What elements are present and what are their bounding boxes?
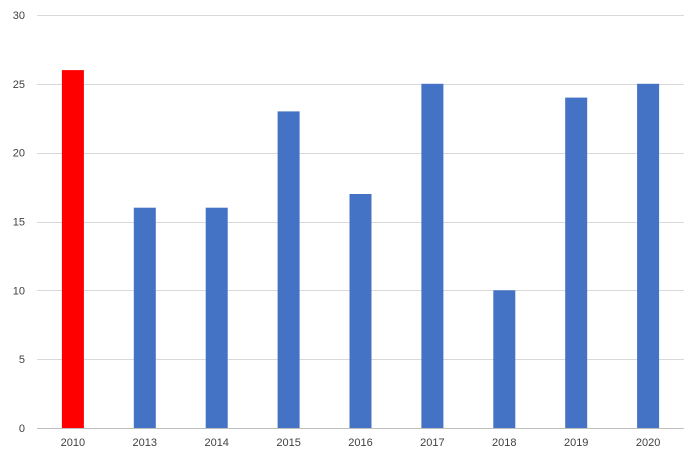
bar-2016 [349,194,372,428]
x-tick-label-2010: 2010 [61,437,85,449]
y-tick-label-20: 20 [13,148,25,160]
bar-2019 [565,97,588,428]
y-axis-tick-labels: 0 5 10 15 20 25 30 [13,10,25,435]
bar-2010 [61,70,84,428]
x-tick-label-2015: 2015 [276,437,300,449]
y-tick-label-5: 5 [19,354,25,366]
y-tick-label-10: 10 [13,285,25,297]
y-tick-label-0: 0 [19,423,25,435]
x-tick-label-2013: 2013 [133,437,157,449]
x-tick-label-2014: 2014 [204,437,228,449]
bar-2015 [277,111,300,429]
bar-2020 [637,83,660,429]
x-tick-label-2016: 2016 [348,437,372,449]
x-axis-tick-labels: 2010 2013 2014 2015 2016 2017 2018 2019 2020 [61,437,661,449]
bar-2018 [493,290,516,428]
y-tick-label-15: 15 [13,217,25,229]
bar-2013 [133,207,156,428]
bar-2017 [421,83,444,429]
y-tick-label-25: 25 [13,79,25,91]
x-tick-label-2017: 2017 [420,437,444,449]
x-tick-label-2019: 2019 [564,437,588,449]
y-tick-label-30: 30 [13,10,25,22]
x-tick-label-2018: 2018 [492,437,516,449]
bar-2014 [205,207,228,428]
bars [61,70,660,429]
x-tick-label-2020: 2020 [636,437,660,449]
